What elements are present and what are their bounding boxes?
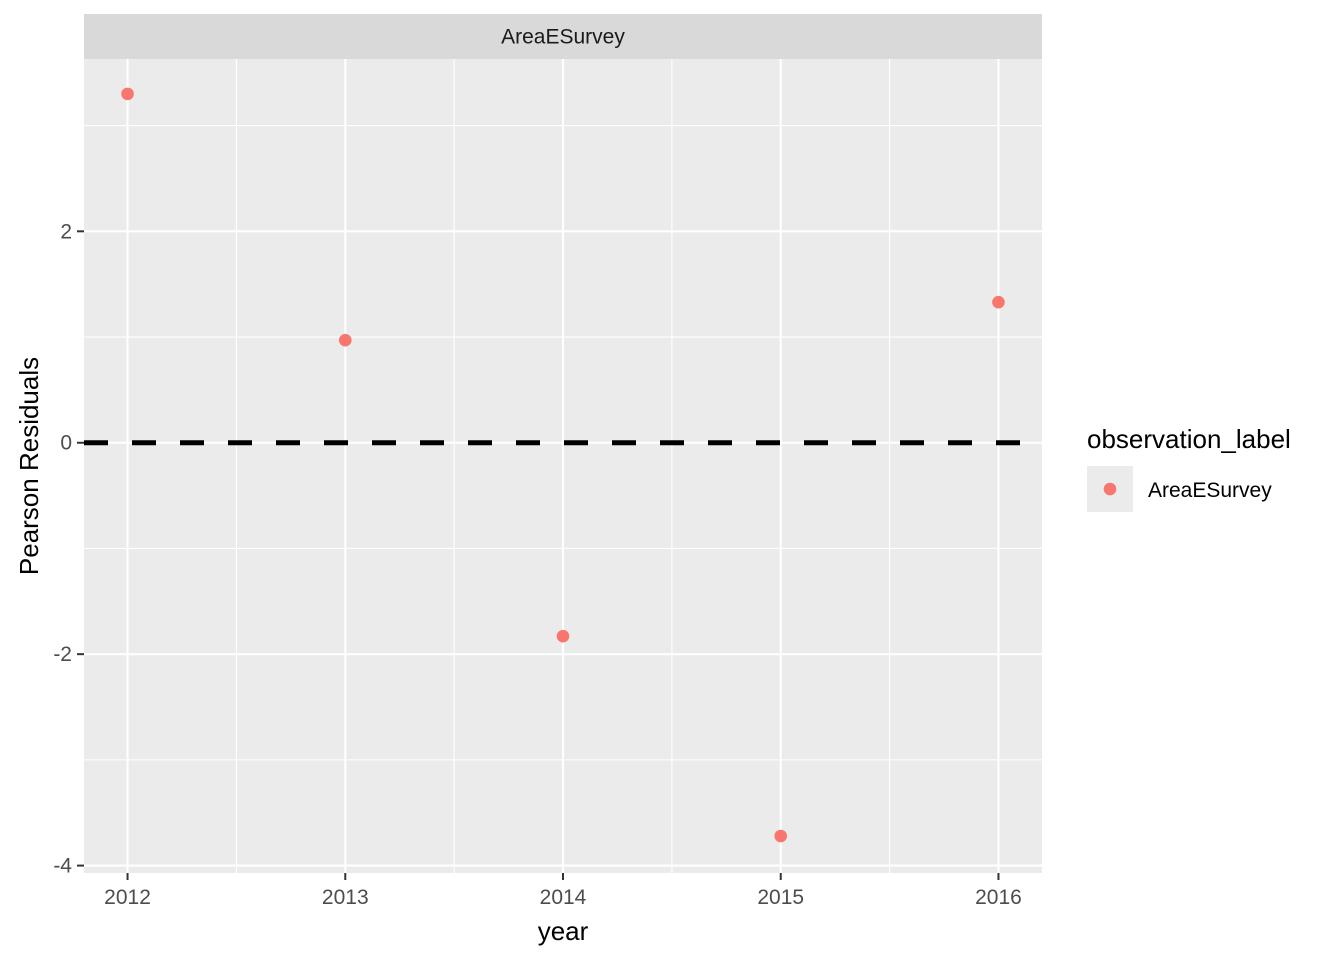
data-point: [338, 333, 352, 347]
legend-items: AreaESurvey: [1087, 466, 1272, 512]
legend-key-point: [1103, 482, 1117, 496]
x-axis: 2012 2013 2014 2015 2016: [104, 873, 1022, 909]
x-tick-label: 2016: [975, 886, 1022, 909]
facet-strip: AreaESurvey: [84, 14, 1042, 59]
plot-panel: [84, 59, 1042, 873]
y-tick-label: -2: [53, 643, 72, 666]
legend-title: observation_label: [1087, 424, 1291, 454]
x-tick-label: 2012: [104, 886, 151, 909]
data-point: [992, 295, 1005, 309]
x-axis-title: year: [538, 916, 589, 946]
x-tick-label: 2015: [757, 886, 804, 909]
y-tick-label: 2: [60, 220, 72, 243]
y-tick-label: 0: [60, 432, 72, 455]
data-points: [121, 87, 1005, 843]
data-point: [121, 87, 134, 101]
facet-strip-label: AreaESurvey: [501, 26, 625, 49]
facet-strip-background: [84, 14, 1042, 59]
y-tick-label: -4: [53, 855, 72, 878]
data-point: [556, 629, 570, 643]
y-axis: -4 -2 0 2: [53, 220, 84, 878]
legend-entry-label: AreaESurvey: [1148, 479, 1272, 502]
x-tick-label: 2013: [322, 886, 369, 909]
x-tick-label: 2014: [540, 886, 587, 909]
y-axis-title: Pearson Residuals: [14, 357, 44, 575]
legend: observation_label AreaESurvey: [1087, 424, 1291, 512]
data-point: [774, 829, 788, 843]
